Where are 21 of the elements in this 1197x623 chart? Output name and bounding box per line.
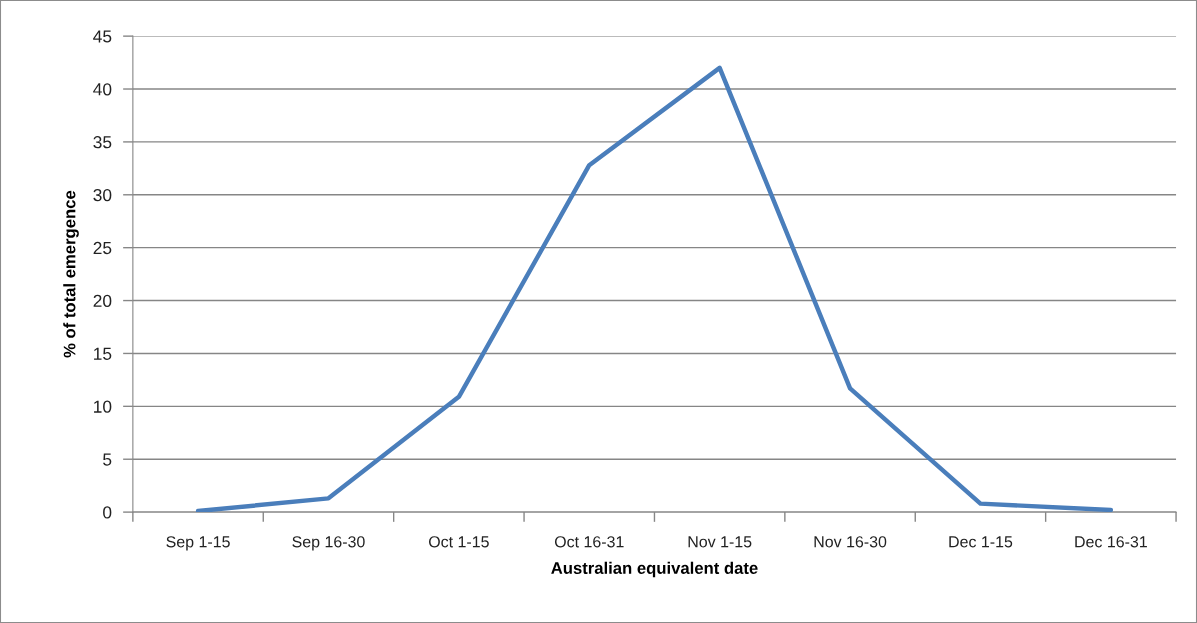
y-tick-label: 35 <box>93 136 112 149</box>
line-series <box>195 65 1114 513</box>
y-tick-label: 40 <box>93 83 112 96</box>
x-tick-label: Oct 16-31 <box>554 536 624 548</box>
x-tick-label: Nov 1-15 <box>688 536 752 548</box>
x-tick-label: Sep 1-15 <box>166 536 230 551</box>
y-tick-label: 25 <box>93 241 112 255</box>
y-axis-title: % of total emergence <box>63 190 79 358</box>
y-tick-label: 10 <box>94 400 112 413</box>
y-tick-label: 15 <box>94 347 112 360</box>
x-axis-title: Australian equivalent date <box>551 561 758 578</box>
x-tick-label: Dec 1-15 <box>949 536 1013 548</box>
y-tick-label: 0 <box>103 506 112 519</box>
y-tick-label: 20 <box>93 294 112 308</box>
x-tick-label: Dec 16-31 <box>1075 536 1147 548</box>
y-tick-label: 45 <box>93 30 112 43</box>
x-tick-label: Sep 16-30 <box>292 536 365 551</box>
y-tick-label: 5 <box>103 453 112 466</box>
y-tick-label: 30 <box>93 188 112 202</box>
x-tick-label: Nov 16-30 <box>814 536 887 548</box>
x-tick-label: Oct 1-15 <box>428 536 489 548</box>
